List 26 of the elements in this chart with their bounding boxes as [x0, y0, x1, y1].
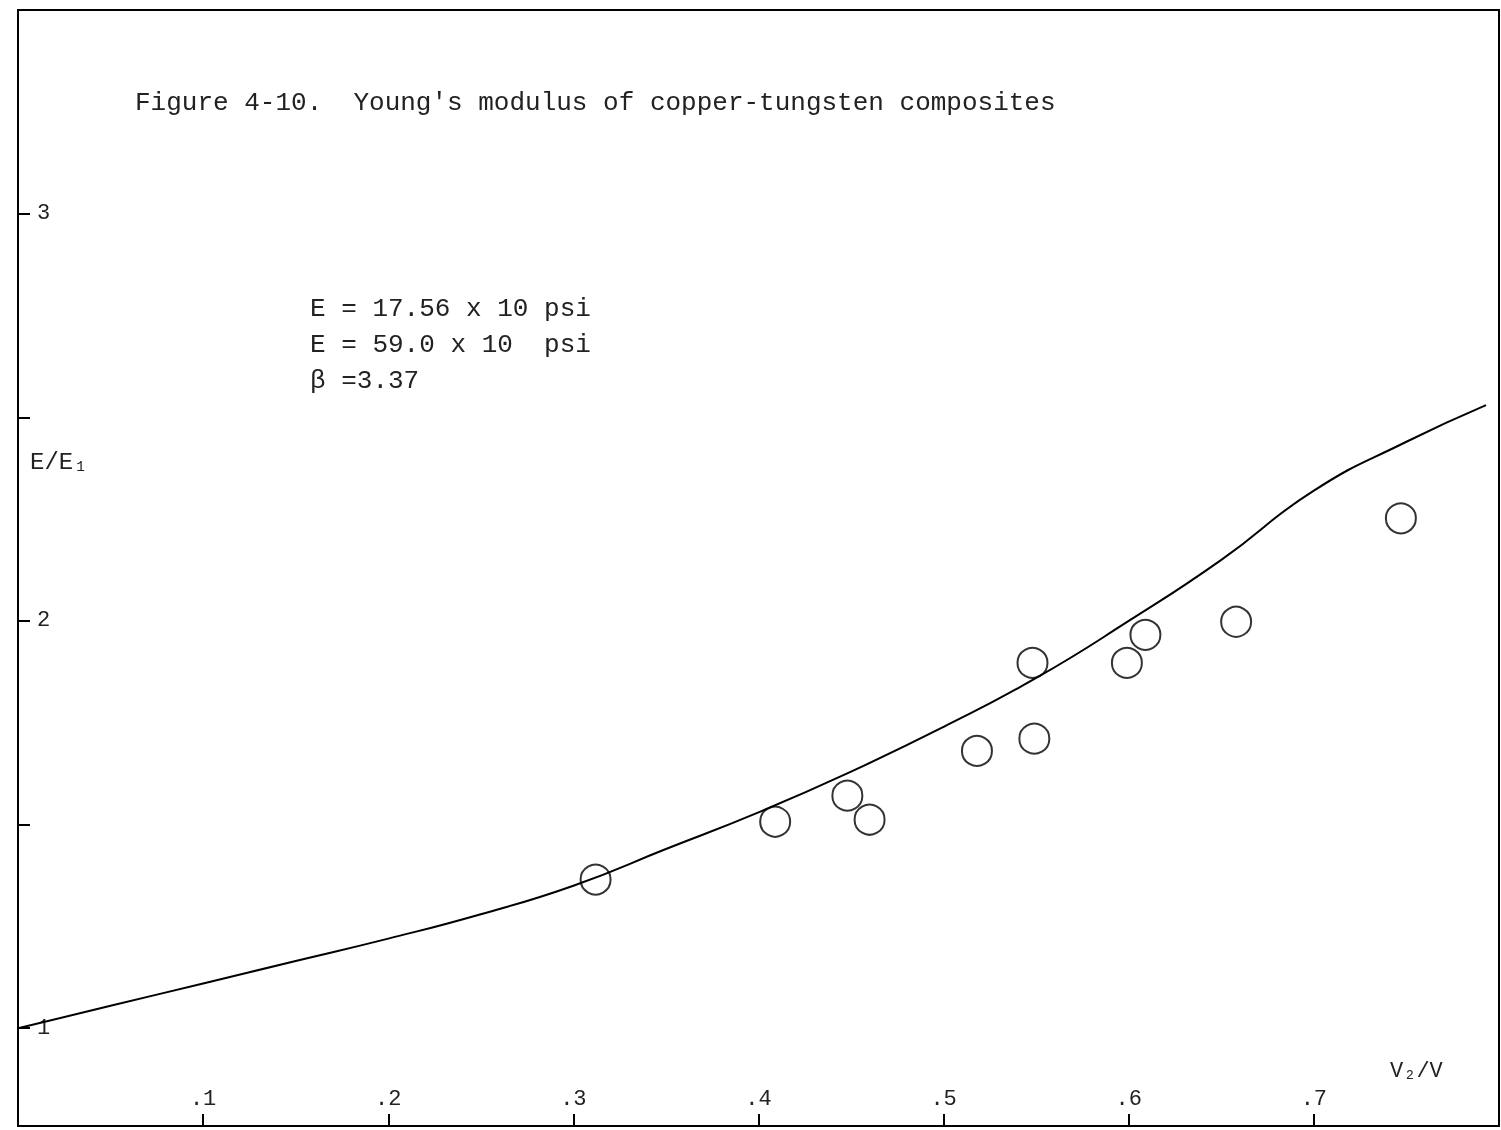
point	[960, 734, 993, 767]
x-axis-title: V₂/V	[1390, 1058, 1444, 1084]
point	[1129, 618, 1162, 651]
y-tick-label: 2	[37, 608, 51, 634]
text: Figure 4-10. Young's modulus of copper-tungsten composites	[135, 88, 1056, 118]
x-tick-label: .3	[560, 1086, 587, 1112]
annotation: β =3.37	[310, 366, 420, 396]
x-tick-label: .1	[189, 1086, 217, 1112]
point	[1220, 605, 1253, 638]
y-axis-title: E/E₁	[30, 448, 88, 476]
x-tick-label: .5	[930, 1086, 957, 1112]
annotation: E = 17.56 x 10 psi	[310, 294, 591, 324]
x-tick-label: .2	[375, 1086, 402, 1112]
point	[1018, 722, 1051, 755]
annotation: E = 59.0 x 10 psi	[310, 330, 591, 360]
x-tick-label: .7	[1300, 1086, 1328, 1112]
x-tick-label: .4	[745, 1086, 772, 1112]
point	[579, 863, 612, 896]
point	[853, 803, 886, 836]
x-tick-label: .6	[1115, 1086, 1142, 1112]
point	[831, 779, 864, 812]
y-tick-label: 3	[37, 201, 51, 227]
point	[759, 805, 792, 838]
point	[1384, 502, 1417, 535]
point	[1016, 646, 1049, 679]
point	[1110, 646, 1143, 679]
